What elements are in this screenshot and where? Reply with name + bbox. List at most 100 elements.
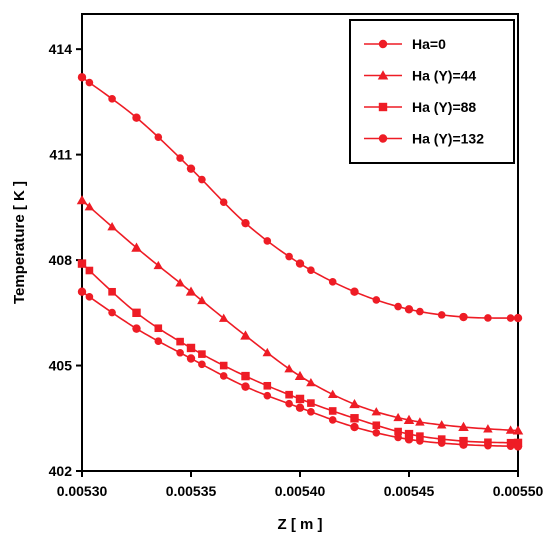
series-marker <box>85 266 94 275</box>
x-tick-label: 0.00545 <box>384 483 435 499</box>
x-tick-label: 0.00535 <box>166 483 217 499</box>
series-marker <box>506 314 515 322</box>
series-marker <box>219 198 228 207</box>
series-marker <box>154 324 163 333</box>
series-marker <box>197 295 207 305</box>
data-point <box>404 435 414 444</box>
series-marker <box>372 429 381 437</box>
series-marker <box>484 314 492 322</box>
series-marker <box>328 416 337 424</box>
data-point <box>186 164 196 173</box>
legend-label: Ha (Y)=88 <box>412 99 476 115</box>
series-marker <box>263 381 272 390</box>
series-marker <box>416 307 424 316</box>
series-marker <box>263 391 272 400</box>
series-marker <box>393 412 403 422</box>
series-marker <box>284 364 294 373</box>
series-marker <box>350 414 359 423</box>
series-marker <box>307 399 315 407</box>
data-point <box>403 414 415 424</box>
series-marker <box>350 287 359 296</box>
series-marker <box>108 287 116 296</box>
data-point <box>294 370 306 381</box>
series-marker <box>154 337 163 345</box>
series-marker <box>176 337 184 346</box>
x-tick-label: 0.00540 <box>275 483 326 499</box>
series-marker <box>372 296 381 304</box>
data-point <box>77 73 87 82</box>
data-point <box>513 442 523 451</box>
legend-marker <box>377 70 389 80</box>
series-marker <box>241 372 250 380</box>
series-marker <box>132 113 141 122</box>
series-marker <box>219 361 228 370</box>
y-tick-label: 408 <box>49 252 73 268</box>
series-marker <box>483 424 493 433</box>
series-line <box>81 262 519 444</box>
data-point <box>513 313 523 323</box>
series-marker <box>349 399 360 408</box>
series-marker <box>198 350 206 358</box>
series-marker <box>198 175 206 184</box>
series-marker <box>307 266 315 274</box>
series-marker <box>372 421 381 430</box>
y-tick-label: 414 <box>49 41 73 57</box>
series-marker <box>108 308 116 317</box>
x-axis-label: Z [ m ] <box>278 516 323 533</box>
data-point <box>186 354 196 363</box>
legend-label: Ha (Y)=132 <box>412 131 484 147</box>
x-tick-label: 0.00550 <box>493 483 544 499</box>
data-point <box>76 195 88 205</box>
series-marker <box>132 309 141 317</box>
series-marker <box>285 252 293 261</box>
series-marker <box>175 278 185 287</box>
series-marker <box>459 440 468 449</box>
series-marker <box>132 324 141 333</box>
series-marker <box>328 278 337 286</box>
legend: Ha=0 Ha (Y)=44 Ha (Y)=88 Ha (Y)=132 <box>349 19 515 164</box>
series-marker <box>285 390 293 399</box>
legend-marker <box>378 102 388 112</box>
series-marker <box>218 313 229 322</box>
y-tick-label: 402 <box>49 463 73 479</box>
series-marker <box>262 347 273 357</box>
series-marker <box>437 435 446 443</box>
series-marker <box>241 382 250 391</box>
x-tick-label: 0.00530 <box>57 483 108 499</box>
series-marker <box>176 154 184 162</box>
series-marker <box>263 237 272 245</box>
series-marker <box>459 313 468 321</box>
series-1 <box>77 73 523 323</box>
series-3 <box>77 259 523 448</box>
series-marker <box>327 389 338 398</box>
series-marker <box>437 311 446 319</box>
data-point <box>77 259 87 268</box>
data-point <box>404 305 414 314</box>
series-marker <box>84 202 95 211</box>
data-point <box>295 259 305 268</box>
series-marker <box>436 420 447 429</box>
series-marker <box>85 293 94 301</box>
series-marker <box>219 372 228 380</box>
data-point <box>295 403 305 412</box>
series-marker <box>506 442 515 451</box>
series-marker <box>107 222 117 231</box>
series-marker <box>415 417 425 426</box>
series-marker <box>437 439 446 447</box>
legend-label: Ha (Y)=44 <box>412 68 476 84</box>
data-point <box>77 287 87 296</box>
series-line <box>81 291 519 448</box>
series-marker <box>394 433 402 442</box>
series-marker <box>306 377 316 387</box>
series-marker <box>198 360 206 369</box>
legend-label: Ha=0 <box>412 36 446 52</box>
series-marker <box>350 423 359 431</box>
series-4 <box>77 287 523 451</box>
series-marker <box>394 302 402 311</box>
series-marker <box>85 78 94 87</box>
legend-marker <box>378 134 388 143</box>
data-point <box>295 394 305 404</box>
axis-ticks: 0.00530 0.00535 0.00540 0.00545 0.00550 402 40… <box>49 41 544 499</box>
data-point <box>404 429 414 439</box>
